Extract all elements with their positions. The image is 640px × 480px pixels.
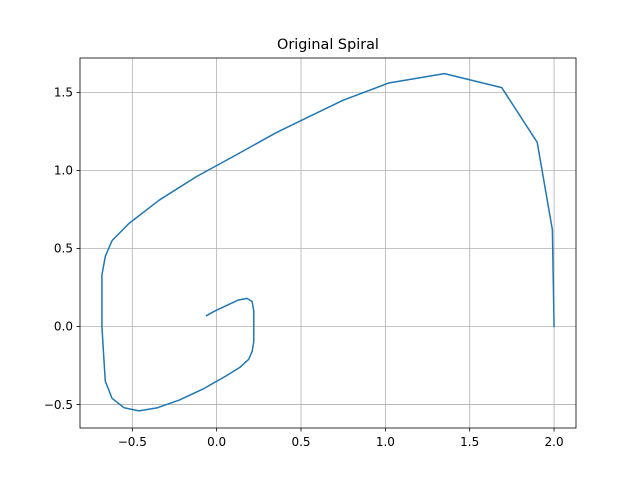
x-tick-label: 1.0 (376, 435, 395, 449)
x-tick-label: 0.0 (207, 435, 226, 449)
series-line-0 (101, 72, 555, 412)
x-tick-label: −0.5 (118, 435, 147, 449)
axis-ticks: −0.5 0.0 0.5 1.0 1.5 2.0 −0.5 0.0 0.5 1.0 1.5 (44, 86, 564, 449)
y-tick-label: 1.5 (54, 86, 73, 100)
grid (80, 58, 576, 428)
plot-frame (79, 57, 577, 429)
y-tick-label: −0.5 (44, 398, 73, 412)
chart-title: Original Spiral (277, 37, 379, 53)
x-tick-label: 0.5 (291, 435, 310, 449)
plot-data (101, 72, 555, 412)
y-tick-label: 1.0 (54, 164, 73, 178)
x-tick-label: 2.0 (545, 435, 564, 449)
y-tick-label: 0.0 (54, 320, 73, 334)
y-tick-label: 0.5 (54, 242, 73, 256)
x-tick-label: 1.5 (460, 435, 479, 449)
